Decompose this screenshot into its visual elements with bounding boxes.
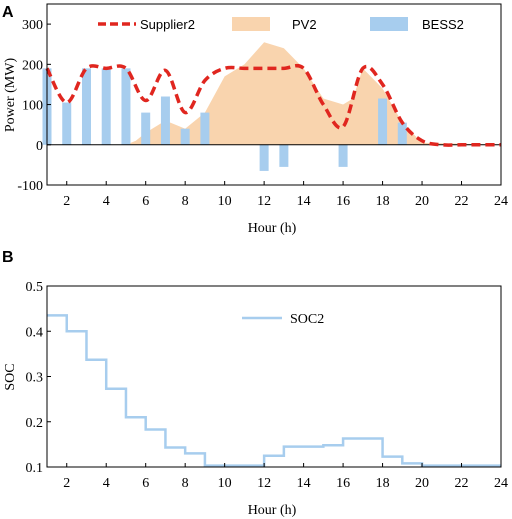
x-tick-label: 22 <box>455 194 469 209</box>
panel-a-y-axis-label: Power (MW) <box>3 58 18 133</box>
panel-a-y-ticks: -100 0 100 200 300 <box>17 18 51 194</box>
panel-a-x-axis-label: Hour (h) <box>248 221 297 236</box>
panel-b-x-axis-label: Hour (h) <box>248 503 297 518</box>
legend-supplier2-label: Supplier2 <box>140 17 195 32</box>
x-tick-label: 24 <box>494 194 508 209</box>
y-tick-label: 300 <box>22 18 43 33</box>
panel-a-label: A <box>2 4 14 21</box>
x-tick-label: 18 <box>376 194 390 209</box>
y-tick-label: 100 <box>22 99 43 114</box>
panel-b-plot-area <box>47 314 501 467</box>
bar-bess2 <box>81 68 91 145</box>
y-tick-label: -100 <box>17 179 43 194</box>
x-tick-label: 12 <box>257 476 271 491</box>
bar-bess2 <box>141 112 151 145</box>
x-tick-label: 20 <box>415 194 429 209</box>
x-tick-label: 4 <box>103 194 110 209</box>
x-tick-label: 20 <box>415 476 429 491</box>
y-tick-label: 0.3 <box>26 371 44 386</box>
panel-b: B 0.10.20.30.40.5 2 4 6 8 10 12 14 16 18 20 22 24 H… <box>2 249 508 518</box>
x-tick-label: 2 <box>63 194 70 209</box>
bar-bess2 <box>338 144 348 167</box>
y-tick-label: 200 <box>22 58 43 73</box>
x-tick-label: 6 <box>142 194 149 209</box>
bar-bess2 <box>160 96 170 145</box>
y-tick-label: 0.2 <box>26 416 44 431</box>
bar-bess2 <box>397 122 407 145</box>
bar-bess2 <box>101 68 111 145</box>
x-tick-label: 14 <box>297 194 311 209</box>
x-tick-label: 16 <box>336 194 350 209</box>
x-tick-label: 16 <box>336 476 350 491</box>
x-tick-label: 24 <box>494 476 508 491</box>
x-tick-label: 12 <box>257 194 271 209</box>
panel-b-label: B <box>2 249 14 266</box>
y-tick-label: 0.1 <box>26 461 44 476</box>
panel-b-y-axis-label: SOC <box>3 363 18 390</box>
series-supplier2-line <box>45 63 501 147</box>
bar-bess2 <box>279 144 289 167</box>
panel-a-frame <box>46 3 502 186</box>
legend-bess2-swatch <box>370 17 408 31</box>
x-tick-label: 2 <box>63 476 70 491</box>
series-soc2-line <box>47 314 501 467</box>
panel-a-x-ticks: 2 4 6 8 10 12 14 16 18 20 22 24 <box>63 181 508 209</box>
y-tick-label: 0.4 <box>26 325 44 340</box>
bar-bess2 <box>259 144 269 171</box>
bar-bess2 <box>200 112 210 145</box>
x-tick-label: 22 <box>455 476 469 491</box>
x-tick-label: 8 <box>182 194 189 209</box>
panel-b-y-ticks: 0.1 0.2 0.3 0.4 0.5 <box>26 280 51 476</box>
x-tick-label: 10 <box>218 194 232 209</box>
bar-bess2 <box>378 98 388 145</box>
panel-b-frame <box>46 285 502 468</box>
x-tick-label: 14 <box>297 476 311 491</box>
y-tick-label: 0 <box>36 139 43 154</box>
panel-b-legend: SOC2 <box>242 312 324 327</box>
legend-soc2-label: SOC2 <box>290 312 324 327</box>
x-tick-label: 18 <box>376 476 390 491</box>
x-tick-label: 8 <box>182 476 189 491</box>
bar-bess2 <box>62 102 72 145</box>
panel-b-x-ticks: 2 4 6 8 10 12 14 16 18 20 22 24 <box>63 463 508 491</box>
panel-a-legend: Supplier2 PV2 BESS2 <box>98 17 464 32</box>
series-pv2-area <box>47 42 501 145</box>
panel-a-plot-area <box>42 42 501 171</box>
legend-bess2-label: BESS2 <box>422 17 464 32</box>
bar-bess2 <box>121 68 131 145</box>
x-tick-label: 6 <box>142 476 149 491</box>
x-tick-label: 4 <box>103 476 110 491</box>
x-tick-label: 10 <box>218 476 232 491</box>
y-tick-label: 0.5 <box>26 280 44 295</box>
legend-pv2-label: PV2 <box>292 17 317 32</box>
legend-pv2-swatch <box>232 17 270 31</box>
bar-bess2 <box>180 128 190 145</box>
